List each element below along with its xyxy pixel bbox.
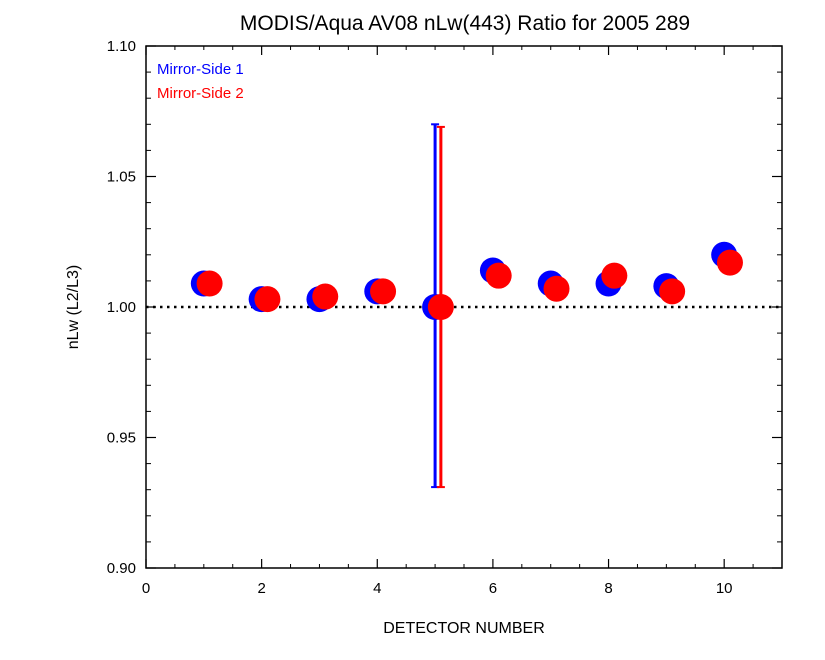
data-point-series-2: [254, 286, 281, 313]
x-axis-label: DETECTOR NUMBER: [383, 620, 545, 637]
legend-label-mirror-side-1: Mirror-Side 1: [157, 61, 244, 78]
y-tick-label: 0.95: [107, 430, 136, 447]
data-point-series-2: [370, 278, 397, 305]
y-axis-label: nLw (L2/L3): [65, 265, 82, 350]
data-point-series-2: [427, 294, 454, 320]
y-tick-label: 1.10: [107, 38, 136, 55]
chart-title: MODIS/Aqua AV08 nLw(443) Ratio for 2005 …: [240, 12, 690, 35]
x-tick-label: 2: [257, 580, 265, 597]
x-tick-label: 10: [716, 580, 733, 597]
x-tick-label: 0: [142, 580, 150, 597]
x-tick-label: 4: [373, 580, 381, 597]
data-point-series-2: [601, 262, 628, 289]
data-point-series-2: [543, 275, 570, 302]
x-tick-labels: 0 2 4 6 8 10: [142, 580, 733, 597]
x-tick-label: 6: [489, 580, 497, 597]
legend: Mirror-Side 1 Mirror-Side 2: [157, 61, 244, 102]
data-points: [190, 241, 743, 320]
data-point-series-2: [196, 270, 223, 297]
y-tick-labels: 0.90 0.95 1.00 1.05 1.10: [107, 38, 136, 577]
y-tick-label: 0.90: [107, 560, 136, 577]
data-point-series-2: [716, 249, 743, 276]
axis-ticks: [145, 45, 783, 569]
legend-label-mirror-side-2: Mirror-Side 2: [157, 85, 244, 102]
data-point-series-2: [485, 262, 512, 289]
data-point-series-2: [312, 283, 339, 310]
y-tick-label: 1.00: [107, 299, 136, 316]
x-tick-label: 8: [604, 580, 612, 597]
data-point-series-2: [659, 278, 686, 305]
y-tick-label: 1.05: [107, 169, 136, 186]
